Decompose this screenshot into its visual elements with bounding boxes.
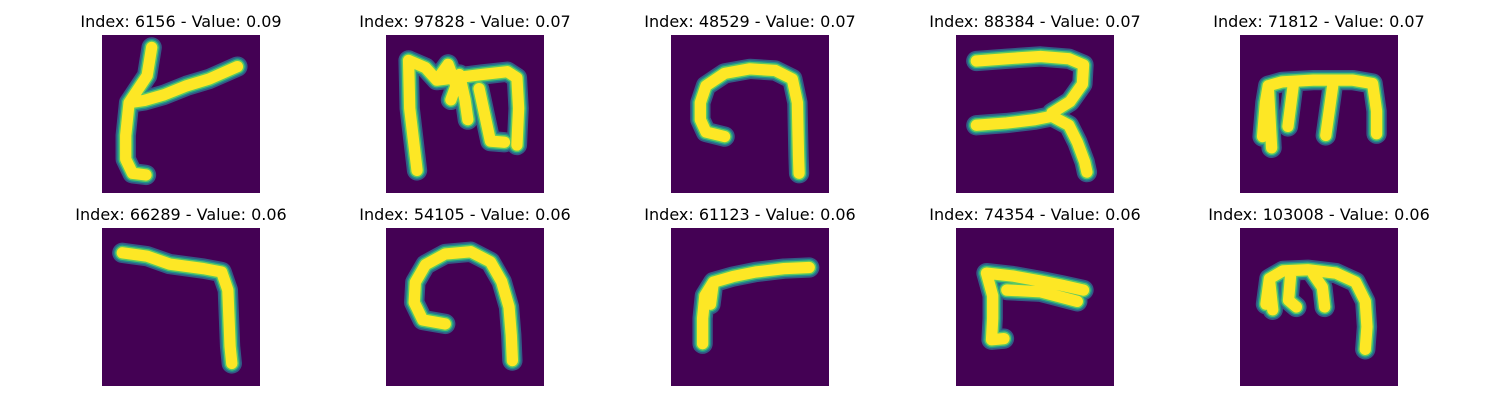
- panel-title: Index: 61123 - Value: 0.06: [608, 206, 892, 224]
- handwritten-glyph-image: [386, 35, 544, 193]
- panel-title: Index: 74354 - Value: 0.06: [893, 206, 1177, 224]
- panel-title: Index: 103008 - Value: 0.06: [1177, 206, 1461, 224]
- panel-6: Index: 66289 - Value: 0.06: [39, 206, 323, 396]
- handwritten-glyph-image: [956, 35, 1114, 193]
- panel-title: Index: 97828 - Value: 0.07: [323, 13, 607, 31]
- handwritten-glyph-image: [671, 228, 829, 386]
- panel-1: Index: 6156 - Value: 0.09: [39, 13, 323, 203]
- handwritten-glyph-image: [956, 228, 1114, 386]
- handwritten-glyph-image: [1240, 35, 1398, 193]
- panel-3: Index: 48529 - Value: 0.07: [608, 13, 892, 203]
- handwritten-glyph-image: [102, 228, 260, 386]
- panel-4: Index: 88384 - Value: 0.07: [893, 13, 1177, 203]
- handwritten-glyph-image: [386, 228, 544, 386]
- panel-7: Index: 54105 - Value: 0.06: [323, 206, 607, 396]
- panel-8: Index: 61123 - Value: 0.06: [608, 206, 892, 396]
- panel-title: Index: 48529 - Value: 0.07: [608, 13, 892, 31]
- panel-title: Index: 54105 - Value: 0.06: [323, 206, 607, 224]
- handwritten-glyph-image: [102, 35, 260, 193]
- panel-2: Index: 97828 - Value: 0.07: [323, 13, 607, 203]
- handwritten-glyph-image: [671, 35, 829, 193]
- panel-title: Index: 88384 - Value: 0.07: [893, 13, 1177, 31]
- panel-9: Index: 74354 - Value: 0.06: [893, 206, 1177, 396]
- panel-5: Index: 71812 - Value: 0.07: [1177, 13, 1461, 203]
- panel-title: Index: 66289 - Value: 0.06: [39, 206, 323, 224]
- handwritten-glyph-image: [1240, 228, 1398, 386]
- panel-10: Index: 103008 - Value: 0.06: [1177, 206, 1461, 396]
- panel-title: Index: 71812 - Value: 0.07: [1177, 13, 1461, 31]
- panel-title: Index: 6156 - Value: 0.09: [39, 13, 323, 31]
